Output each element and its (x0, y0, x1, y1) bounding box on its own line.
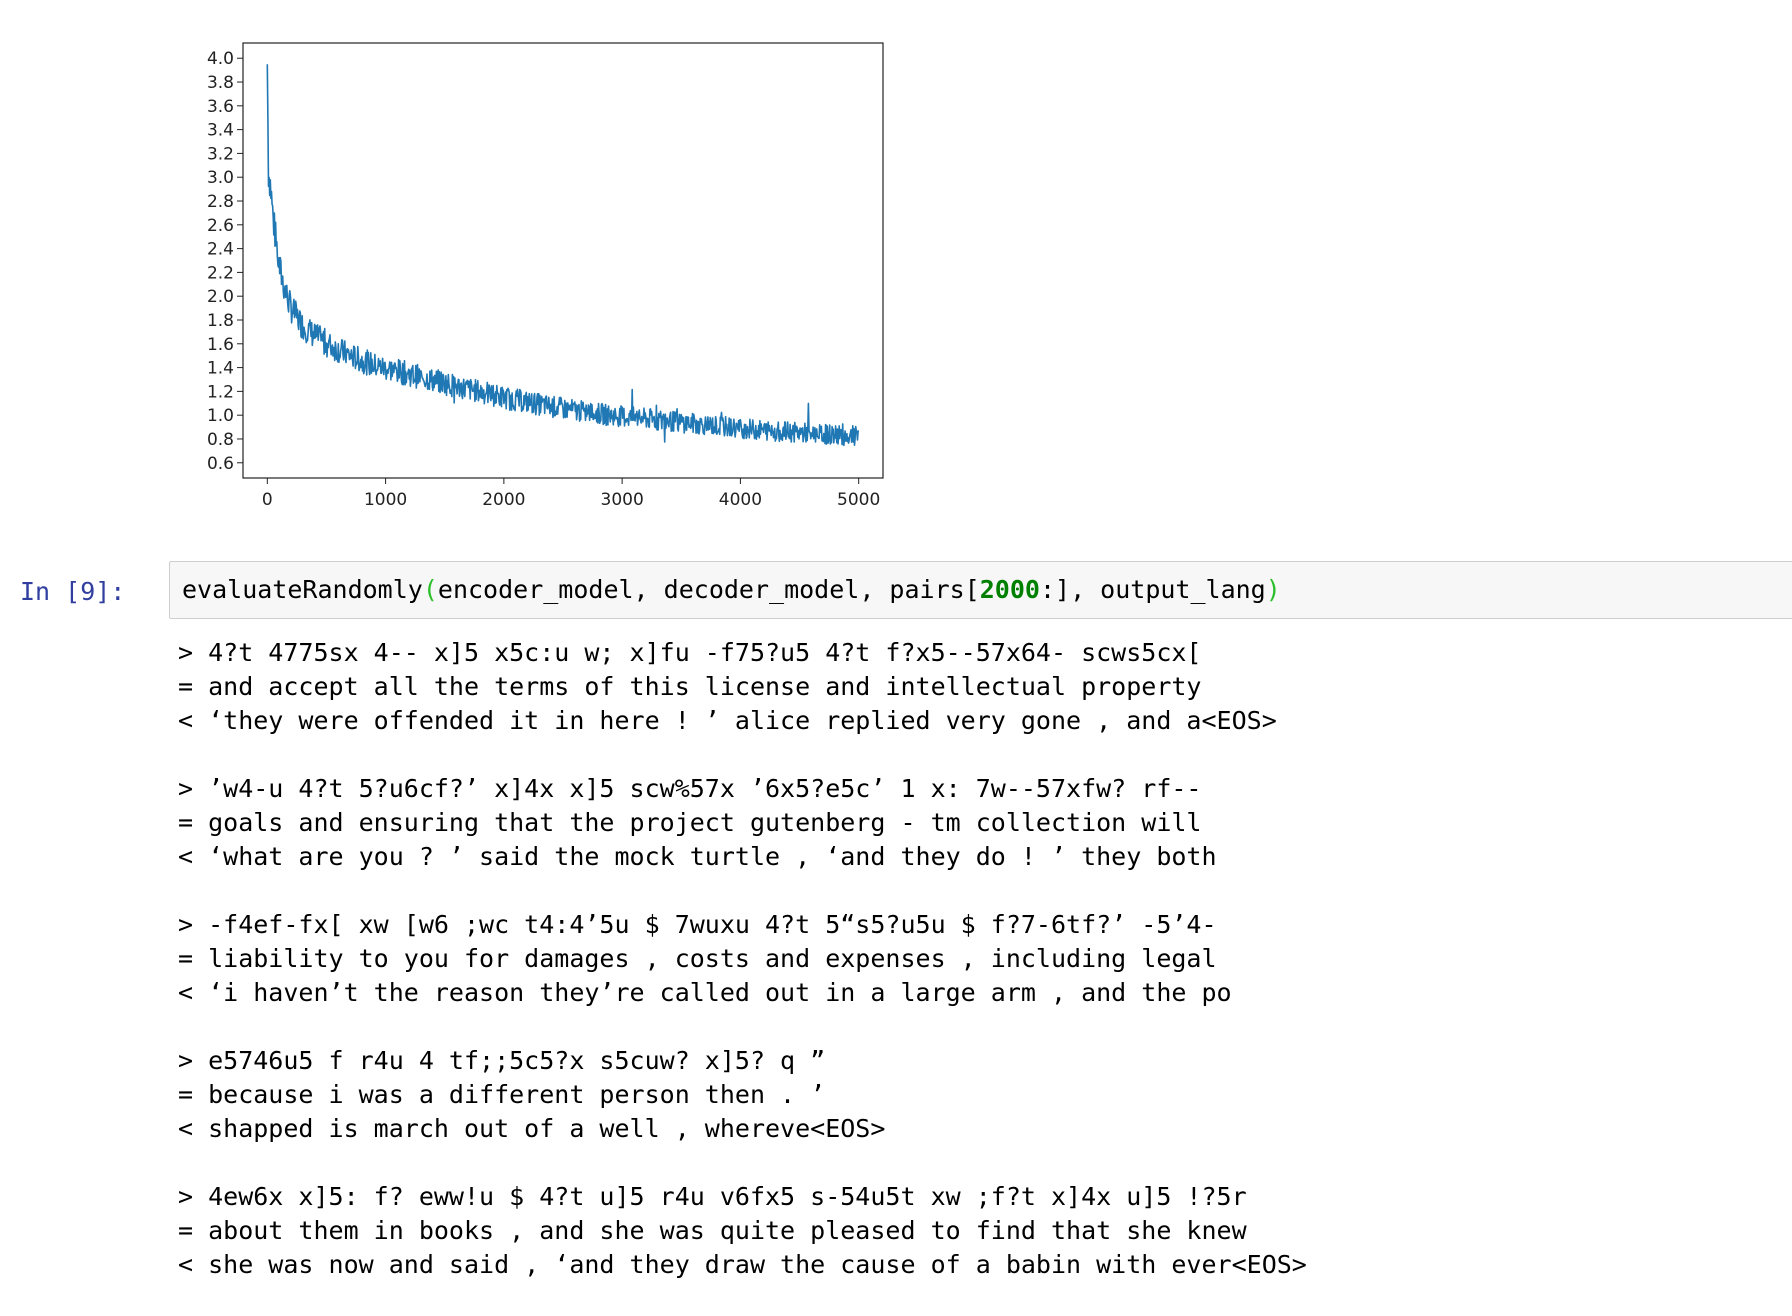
output-line-prediction: < ‘i haven’t the reason they’re called o… (178, 978, 1232, 1007)
cell-prompt: In [9]: (20, 577, 126, 606)
code-number: 2000 (979, 575, 1040, 604)
output-line-target: = about them in books , and she was quit… (178, 1216, 1247, 1245)
output-line-target: = liability to you for damages , costs a… (178, 944, 1217, 973)
output-block: > -f4ef-fx[ xw [w6 ;wc t4:4’5u $ 7wuxu 4… (178, 908, 1778, 1010)
y-tick-label: 0.6 (207, 454, 234, 474)
y-tick-label: 2.6 (207, 216, 234, 236)
output-line-input: > 4ew6x x]5: f? eww!u $ 4?t u]5 r4u v6fx… (178, 1182, 1247, 1211)
y-tick-label: 1.2 (207, 382, 234, 402)
code-args-before: encoder_model, decoder_model, pairs[ (437, 575, 980, 604)
y-tick-label: 3.4 (207, 121, 234, 141)
code-open-paren: ( (422, 575, 438, 604)
y-tick-label: 1.8 (207, 311, 234, 331)
output-line-prediction: < shapped is march out of a well , where… (178, 1114, 886, 1143)
output-block: > 4ew6x x]5: f? eww!u $ 4?t u]5 r4u v6fx… (178, 1180, 1778, 1282)
output-line-input: > 4?t 4775sx 4-- x]5 x5c:u w; x]fu -f75?… (178, 638, 1202, 667)
y-tick-label: 3.8 (207, 73, 234, 93)
output-line-input: > ’w4-u 4?t 5?u6cf?’ x]4x x]5 scw%57x ’6… (178, 774, 1202, 803)
output-block: > 4?t 4775sx 4-- x]5 x5c:u w; x]fu -f75?… (178, 636, 1778, 738)
output-line-input: > e5746u5 f r4u 4 tf;;5c5?x s5cuw? x]5? … (178, 1046, 826, 1075)
plot-frame (242, 42, 884, 479)
code-line: evaluateRandomly(encoder_model, decoder_… (182, 575, 1281, 604)
output-line-prediction: < she was now and said , ‘and they draw … (178, 1250, 1307, 1279)
y-tick-label: 1.6 (207, 335, 234, 355)
output-line-prediction: < ‘they were offended it in here ! ’ ali… (178, 706, 1277, 735)
x-tick-label: 2000 (482, 490, 525, 510)
y-tick-label: 3.6 (207, 97, 234, 117)
y-tick-label: 2.2 (207, 263, 234, 283)
code-function: evaluateRandomly (182, 575, 423, 604)
x-tick-label: 1000 (364, 490, 407, 510)
y-tick-label: 4.0 (207, 49, 234, 69)
y-tick-label: 3.0 (207, 168, 234, 188)
loss-plot: 0.6 0.8 1.0 1.2 1.4 1.6 1.8 2.0 2.2 2.4 2.6 2.8 3.0 3… (190, 30, 930, 530)
loss-plot-svg: 0.6 0.8 1.0 1.2 1.4 1.6 1.8 2.0 2.2 2.4 2.6 2.8 3.0 3… (207, 42, 884, 510)
x-tick-label: 0 (262, 490, 273, 510)
y-tick-label: 1.0 (207, 406, 234, 426)
x-tick-label: 5000 (837, 490, 880, 510)
y-tick-label: 0.8 (207, 430, 234, 450)
y-tick-label: 3.2 (207, 144, 234, 164)
y-tick-label: 2.0 (207, 287, 234, 307)
loss-line (266, 64, 860, 447)
output-line-target: = because i was a different person then … (178, 1080, 826, 1109)
output-block: > e5746u5 f r4u 4 tf;;5c5?x s5cuw? x]5? … (178, 1044, 1778, 1146)
code-args-after: :], output_lang (1039, 575, 1266, 604)
code-close-paren: ) (1265, 575, 1281, 604)
y-tick-label: 1.4 (207, 359, 234, 379)
code-input-area[interactable]: evaluateRandomly(encoder_model, decoder_… (169, 561, 1792, 619)
output-line-input: > -f4ef-fx[ xw [w6 ;wc t4:4’5u $ 7wuxu 4… (178, 910, 1217, 939)
output-line-target: = goals and ensuring that the project gu… (178, 808, 1202, 837)
x-tick-label: 3000 (601, 490, 644, 510)
output-block: > ’w4-u 4?t 5?u6cf?’ x]4x x]5 scw%57x ’6… (178, 772, 1778, 874)
output-line-prediction: < ‘what are you ? ’ said the mock turtle… (178, 842, 1217, 871)
y-tick-label: 2.8 (207, 192, 234, 212)
x-tick-label: 4000 (719, 490, 762, 510)
y-tick-label: 2.4 (207, 240, 234, 260)
cell-output: > 4?t 4775sx 4-- x]5 x5c:u w; x]fu -f75?… (178, 636, 1778, 1316)
output-line-target: = and accept all the terms of this licen… (178, 672, 1202, 701)
